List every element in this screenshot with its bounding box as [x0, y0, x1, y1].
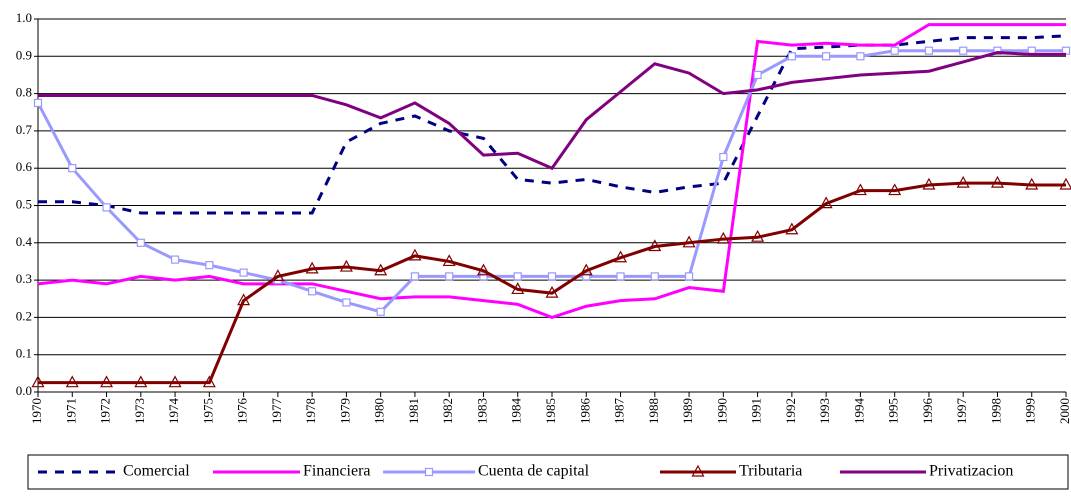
- x-tick-label: 1986: [577, 398, 592, 425]
- marker: [206, 262, 213, 269]
- x-tick-label: 1988: [646, 398, 661, 424]
- marker: [788, 53, 795, 60]
- y-tick-label: 0.1: [16, 346, 32, 361]
- marker: [720, 154, 727, 161]
- x-tick-label: 1978: [303, 398, 318, 424]
- marker: [426, 469, 433, 476]
- marker: [686, 273, 693, 280]
- marker: [891, 47, 898, 54]
- y-tick-label: 0.8: [16, 85, 32, 100]
- x-tick-label: 1995: [886, 398, 901, 424]
- x-tick-label: 1985: [543, 398, 558, 424]
- x-tick-label: 1976: [235, 398, 250, 425]
- marker: [925, 47, 932, 54]
- marker: [651, 273, 658, 280]
- marker: [343, 299, 350, 306]
- x-tick-label: 2000: [1057, 398, 1071, 424]
- legend-label: Financiera: [303, 463, 371, 480]
- x-tick-label: 1980: [372, 398, 387, 424]
- marker: [309, 288, 316, 295]
- x-tick-label: 1992: [783, 398, 798, 424]
- marker: [960, 47, 967, 54]
- x-tick-label: 1987: [612, 398, 627, 425]
- marker: [446, 273, 453, 280]
- x-tick-label: 1993: [817, 398, 832, 424]
- y-tick-label: 0.3: [16, 271, 32, 286]
- x-tick-label: 1977: [269, 398, 284, 425]
- x-tick-label: 1983: [474, 398, 489, 424]
- legend-label: Comercial: [123, 463, 190, 480]
- x-tick-label: 1990: [714, 398, 729, 424]
- y-tick-label: 0.6: [16, 159, 33, 174]
- marker: [103, 204, 110, 211]
- marker: [137, 239, 144, 246]
- marker: [411, 273, 418, 280]
- marker: [823, 53, 830, 60]
- x-tick-label: 1975: [200, 398, 215, 424]
- series-line: [38, 53, 1066, 169]
- y-tick-label: 0.9: [16, 47, 32, 62]
- y-tick-label: 0.2: [16, 308, 32, 323]
- x-tick-label: 1989: [680, 398, 695, 424]
- marker: [69, 165, 76, 172]
- y-tick-label: 0.5: [16, 196, 32, 211]
- legend-label: Tributaria: [739, 463, 802, 480]
- x-tick-label: 1984: [509, 398, 524, 425]
- marker: [617, 273, 624, 280]
- x-tick-label: 1971: [63, 398, 78, 424]
- x-tick-label: 1991: [749, 398, 764, 424]
- marker: [240, 269, 247, 276]
- y-tick-label: 0.4: [16, 234, 33, 249]
- marker: [35, 99, 42, 106]
- legend-label: Cuenta de capital: [478, 463, 590, 480]
- x-tick-label: 1973: [132, 398, 147, 424]
- marker: [480, 273, 487, 280]
- marker: [549, 273, 556, 280]
- y-tick-label: 1.0: [16, 10, 32, 25]
- x-tick-label: 1979: [337, 398, 352, 424]
- x-tick-label: 1974: [166, 398, 181, 425]
- x-tick-label: 1970: [29, 398, 44, 424]
- x-tick-label: 1996: [920, 398, 935, 425]
- x-tick-label: 1981: [406, 398, 421, 424]
- x-tick-label: 1982: [440, 398, 455, 424]
- x-tick-label: 1998: [988, 398, 1003, 424]
- x-tick-label: 1997: [954, 398, 969, 425]
- x-tick-label: 1972: [98, 398, 113, 424]
- marker: [754, 71, 761, 78]
- legend-label: Privatizacion: [929, 463, 1013, 480]
- marker: [514, 273, 521, 280]
- x-tick-label: 1994: [851, 398, 866, 425]
- y-tick-label: 0.7: [16, 122, 33, 137]
- marker: [857, 53, 864, 60]
- x-tick-label: 1999: [1023, 398, 1038, 424]
- marker: [377, 308, 384, 315]
- marker: [172, 256, 179, 263]
- y-tick-label: 0.0: [16, 383, 32, 398]
